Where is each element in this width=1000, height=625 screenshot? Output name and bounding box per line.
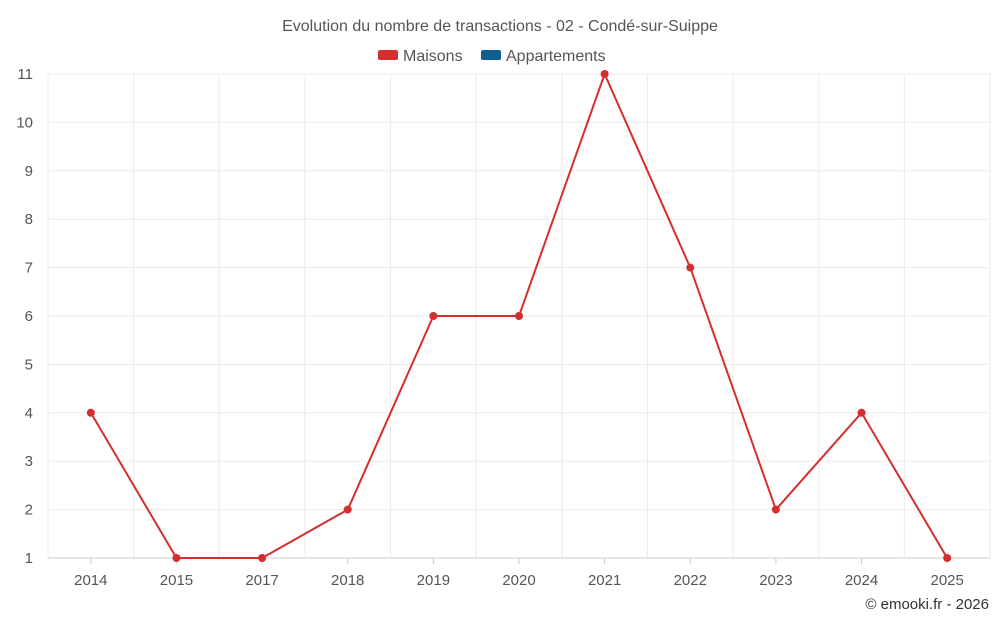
- x-axis: 2014 2015 2017 2018 2019 2020 2021 2022 2023 2024…: [48, 557, 990, 589]
- x-tick-label: 2017: [245, 572, 278, 589]
- grid: [47, 73, 991, 558]
- x-tick-label: 2022: [674, 572, 707, 589]
- data-point-maisons-2014[interactable]: [86, 408, 95, 417]
- x-tick-label: 2020: [502, 572, 535, 589]
- chart-title: Evolution du nombre de transactions - 02…: [282, 18, 718, 35]
- data-point-maisons-2017[interactable]: [258, 554, 267, 562]
- legend: Maisons Appartements: [378, 48, 606, 65]
- data-point-maisons-2021[interactable]: [600, 70, 609, 78]
- x-tick-label: 2019: [417, 572, 450, 589]
- data-point-maisons-2022[interactable]: [686, 263, 695, 272]
- x-tick-label: 2023: [759, 572, 792, 589]
- series-maisons: [86, 70, 952, 562]
- data-point-maisons-2015[interactable]: [172, 554, 181, 562]
- y-tick-label: 5: [25, 356, 33, 373]
- y-tick-label: 9: [25, 163, 33, 180]
- data-point-maisons-2018[interactable]: [343, 505, 352, 514]
- data-point-maisons-2020[interactable]: [515, 312, 523, 320]
- x-tick-label: 2021: [588, 572, 621, 589]
- data-point-maisons-2024[interactable]: [857, 408, 866, 417]
- y-tick-label: 1: [25, 550, 33, 567]
- y-axis: 1 2 3 4 5 6 7 8 9 10 11: [16, 66, 33, 567]
- x-tick-label: 2014: [74, 572, 107, 589]
- data-point-maisons-2023[interactable]: [771, 505, 780, 514]
- y-tick-label: 2: [25, 502, 33, 519]
- y-tick-label: 3: [25, 453, 33, 470]
- y-tick-label: 11: [17, 66, 33, 83]
- y-tick-label: 4: [25, 405, 33, 422]
- y-tick-label: 7: [25, 260, 33, 277]
- x-tick-label: 2025: [930, 572, 963, 589]
- x-tick-label: 2024: [845, 572, 878, 589]
- legend-label-appartements: Appartements: [506, 48, 606, 65]
- y-tick-label: 10: [16, 114, 33, 131]
- legend-swatch-maisons: [378, 50, 398, 60]
- data-point-maisons-2025[interactable]: [943, 554, 952, 562]
- data-point-maisons-2019[interactable]: [429, 312, 438, 320]
- legend-item-appartements[interactable]: Appartements: [481, 48, 606, 65]
- legend-label-maisons: Maisons: [403, 48, 463, 65]
- credit-text: © emooki.fr - 2026: [865, 596, 989, 613]
- legend-item-maisons[interactable]: Maisons: [378, 48, 463, 65]
- x-tick-label: 2015: [160, 572, 193, 589]
- legend-swatch-appartements: [481, 50, 501, 60]
- y-tick-label: 6: [25, 308, 33, 325]
- y-tick-label: 8: [25, 211, 33, 228]
- x-tick-label: 2018: [331, 572, 364, 589]
